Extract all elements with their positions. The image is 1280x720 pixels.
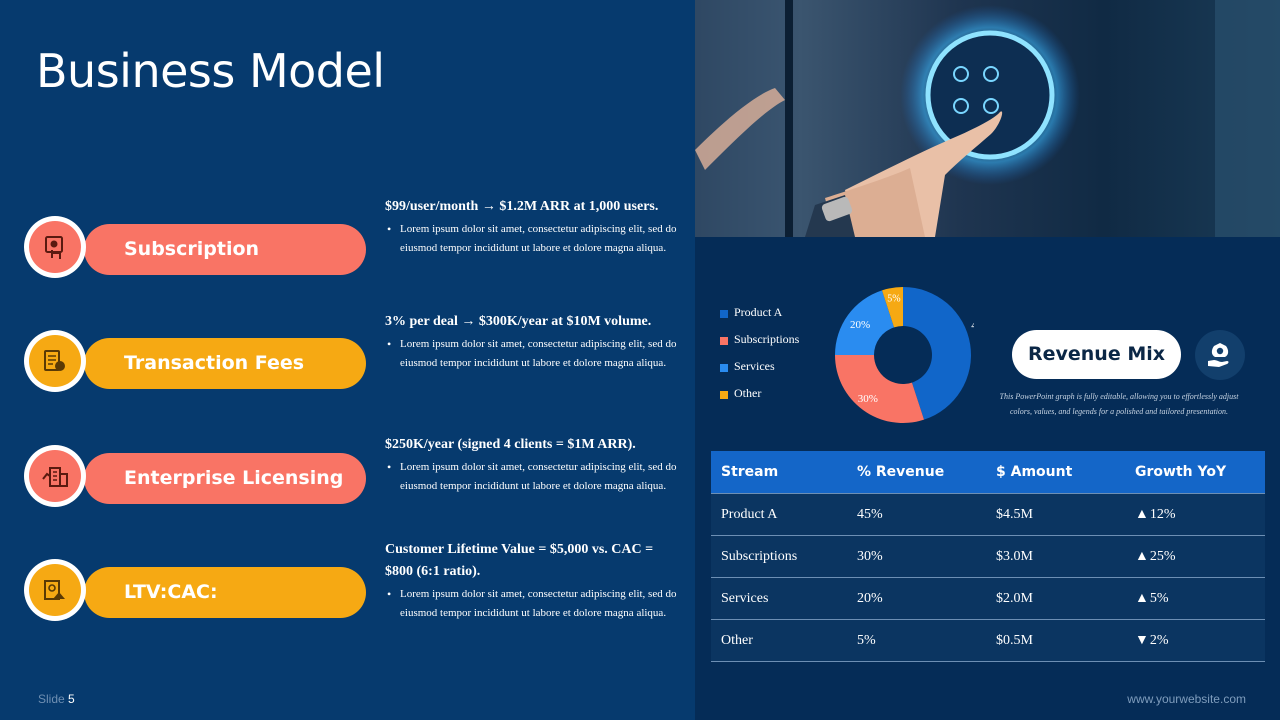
revenue-table: Stream % Revenue $ Amount Growth YoY Pro… (711, 451, 1265, 662)
transaction-fees-description: 3% per deal → $300K/year at $10M volume.… (385, 311, 677, 373)
donut-data-label: 5% (887, 294, 900, 305)
cell-growth: ▲5% (1125, 577, 1265, 620)
cell-percent: 5% (847, 619, 986, 662)
trend-up-icon: ▲ (1135, 590, 1149, 606)
legend-label: Services (734, 359, 775, 373)
cell-percent: 20% (847, 577, 986, 620)
enterprise-licensing-headline: $250K/year (signed 4 clients = $1M ARR). (385, 437, 636, 452)
enterprise-licensing-body: Lorem ipsum dolor sit amet, consectetur … (385, 458, 677, 496)
subscription-label: Subscription (124, 238, 260, 260)
subscription-pill: Subscription (84, 224, 366, 275)
business-model-item-subscription: Subscription (24, 216, 369, 282)
growth-value: 5% (1149, 590, 1169, 606)
transaction-fees-icon (29, 335, 81, 387)
chart-note: This PowerPoint graph is fully editable,… (999, 392, 1239, 416)
legend-label: Subscriptions (734, 332, 800, 346)
ltv-cac-icon-circle (24, 559, 86, 621)
ltv-cac-label: LTV:CAC: (124, 581, 218, 603)
legend-swatch (720, 364, 728, 372)
cell-amount: $2.0M (986, 577, 1125, 620)
donut-slice-other (881, 287, 903, 328)
legend-swatch (720, 310, 728, 318)
table-row: Product A 45% $4.5M ▲12% (711, 493, 1265, 536)
table-header-row: Stream % Revenue $ Amount Growth YoY (711, 451, 1265, 494)
transaction-fees-headline: 3% per deal → $300K/year at $10M volume. (385, 314, 652, 329)
table-row: Subscriptions 30% $3.0M ▲25% (711, 535, 1265, 578)
legend-item-subscriptions: Subscriptions (720, 331, 799, 358)
subscription-headline: $99/user/month → $1.2M ARR at 1,000 user… (385, 199, 659, 214)
donut-slice-product-a (903, 287, 971, 420)
trend-down-icon: ▼ (1135, 632, 1149, 648)
transaction-fees-icon-circle (24, 330, 86, 392)
transaction-fees-label: Transaction Fees (124, 352, 305, 374)
growth-value: 25% (1149, 548, 1176, 564)
revenue-mix-label: Revenue Mix (1012, 330, 1181, 379)
revenue-donut-chart: 45% 30% 20% 5% (835, 287, 974, 423)
table-row: Services 20% $2.0M ▲5% (711, 577, 1265, 620)
transaction-fees-pill: Transaction Fees (84, 338, 366, 389)
column-header: $ Amount (986, 451, 1125, 494)
slide-number: Slide 5 (38, 692, 75, 706)
business-model-item-enterprise-licensing: Enterprise Licensing (24, 445, 369, 511)
cell-stream: Product A (711, 493, 847, 536)
donut-data-label: 20% (850, 319, 870, 331)
slide-number-value: 5 (68, 692, 75, 706)
table-row: Other 5% $0.5M ▼2% (711, 619, 1265, 662)
subscription-icon (29, 221, 81, 273)
legend-label: Other (734, 386, 762, 400)
enterprise-licensing-description: $250K/year (signed 4 clients = $1M ARR).… (385, 434, 677, 496)
cell-growth: ▼2% (1125, 619, 1265, 662)
ltv-cac-headline: Customer Lifetime Value = $5,000 vs. CAC… (385, 542, 654, 579)
ltv-cac-pill: LTV:CAC: (84, 567, 366, 618)
chart-legend: Product A Subscriptions Services Other (720, 304, 799, 412)
ltv-cac-description: Customer Lifetime Value = $5,000 vs. CAC… (385, 539, 677, 623)
cell-percent: 45% (847, 493, 986, 536)
donut-slice-services (835, 290, 895, 355)
ltv-cac-icon (29, 564, 81, 616)
legend-item-other: Other (720, 385, 799, 412)
cell-stream: Subscriptions (711, 535, 847, 578)
cell-percent: 30% (847, 535, 986, 578)
cell-amount: $4.5M (986, 493, 1125, 536)
column-header: Stream (711, 451, 847, 494)
page-title: Business Model (36, 44, 385, 98)
legend-item-product-a: Product A (720, 304, 799, 331)
ltv-cac-body: Lorem ipsum dolor sit amet, consectetur … (385, 585, 677, 623)
cell-stream: Other (711, 619, 847, 662)
cell-amount: $3.0M (986, 535, 1125, 578)
legend-label: Product A (734, 305, 783, 319)
money-hand-icon (1195, 330, 1245, 380)
legend-swatch (720, 391, 728, 399)
touchscreen-illustration (695, 0, 1280, 237)
column-header: % Revenue (847, 451, 986, 494)
cell-amount: $0.5M (986, 619, 1125, 662)
cell-growth: ▲25% (1125, 535, 1265, 578)
enterprise-licensing-icon (29, 450, 81, 502)
website-url: www.yourwebsite.com (1127, 692, 1246, 706)
trend-up-icon: ▲ (1135, 548, 1149, 564)
hero-photo (695, 0, 1280, 237)
trend-up-icon: ▲ (1135, 506, 1149, 522)
subscription-description: $99/user/month → $1.2M ARR at 1,000 user… (385, 196, 677, 258)
donut-data-label: 30% (858, 393, 878, 405)
transaction-fees-body: Lorem ipsum dolor sit amet, consectetur … (385, 335, 677, 373)
cell-stream: Services (711, 577, 847, 620)
enterprise-licensing-label: Enterprise Licensing (124, 467, 344, 489)
legend-swatch (720, 337, 728, 345)
subscription-icon-circle (24, 216, 86, 278)
legend-item-services: Services (720, 358, 799, 385)
enterprise-licensing-icon-circle (24, 445, 86, 507)
growth-value: 2% (1149, 632, 1169, 648)
business-model-item-ltv-cac: LTV:CAC: (24, 559, 369, 625)
slide-number-label: Slide (38, 692, 65, 706)
subscription-body: Lorem ipsum dolor sit amet, consectetur … (385, 220, 677, 258)
enterprise-licensing-pill: Enterprise Licensing (84, 453, 366, 504)
column-header: Growth YoY (1125, 451, 1265, 494)
donut-data-label: 45% (971, 320, 974, 332)
growth-value: 12% (1149, 506, 1176, 522)
cell-growth: ▲12% (1125, 493, 1265, 536)
donut-slice-subscriptions (835, 355, 925, 423)
business-model-item-transaction-fees: Transaction Fees (24, 330, 369, 396)
